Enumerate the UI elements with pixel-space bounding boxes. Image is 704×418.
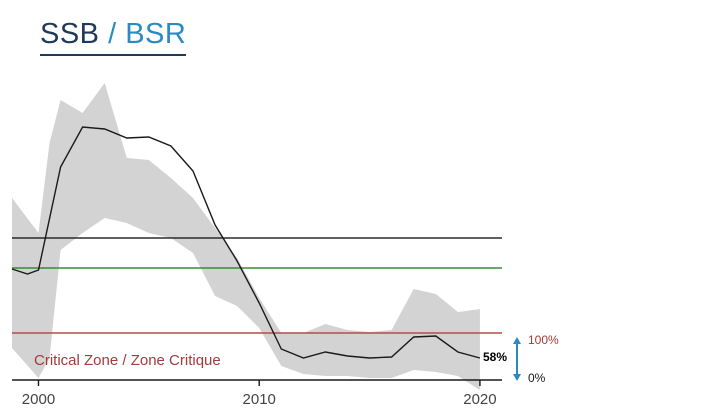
x-tick-label: 2010 — [243, 391, 276, 408]
x-tick-label: 2020 — [463, 391, 496, 408]
critical-zone-label: Critical Zone / Zone Critique — [34, 352, 221, 369]
page-title: SSB / BSR — [40, 18, 187, 58]
arrow-down-head — [513, 374, 521, 381]
upper-percent-label: 100% — [528, 333, 559, 347]
x-axis-ticks: 2000 2010 2020 — [22, 380, 497, 408]
ssb-series-line — [11, 126, 481, 359]
lower-percent-label: 0% — [528, 371, 546, 385]
reference-lines — [12, 237, 502, 334]
title-underline — [40, 54, 187, 56]
title-ssb: SSB — [40, 18, 100, 50]
x-tick-label: 2000 — [22, 391, 55, 408]
confidence-band — [12, 83, 480, 390]
title-bsr: BSR — [125, 18, 187, 50]
arrow-up-head — [513, 337, 521, 344]
title-separator: / — [99, 18, 126, 50]
range-arrow — [513, 337, 521, 381]
last-value-label: 58% — [483, 350, 507, 364]
